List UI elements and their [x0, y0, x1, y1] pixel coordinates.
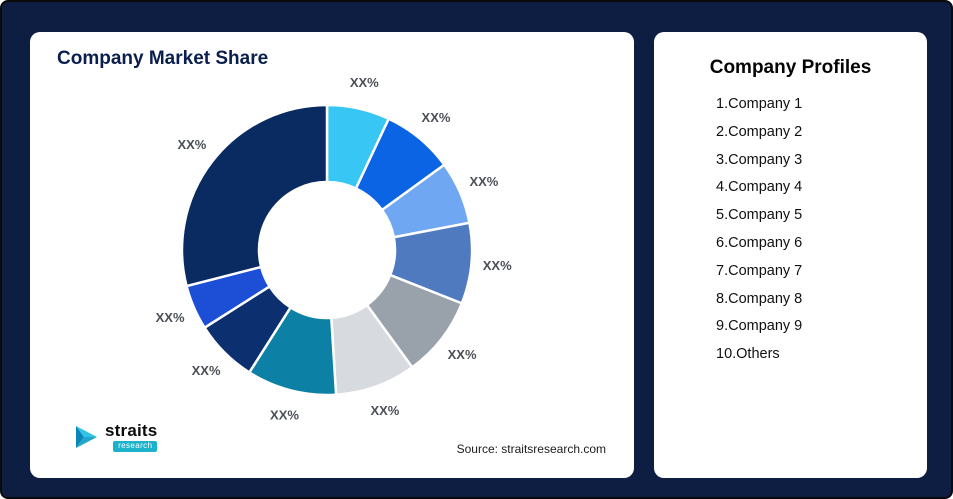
company-profile-item: 2.Company 2 [716, 123, 803, 140]
logo-sub-text: research [113, 441, 158, 452]
company-profile-item: 6.Company 6 [716, 234, 803, 251]
segment-value-label: XX% [483, 258, 512, 273]
straits-research-logo: straits research [74, 421, 158, 452]
company-profile-item: 4.Company 4 [716, 179, 803, 196]
logo-brand-text: straits [105, 421, 158, 440]
company-profile-item: 5.Company 5 [716, 207, 803, 224]
company-profile-item: 7.Company 7 [716, 262, 803, 279]
company-profiles-list: 1.Company 1 2.Company 2 3.Company 3 4.Co… [654, 91, 927, 369]
market-share-card: Company Market Share XX% XX% XX% XX% XX% XX% X… [30, 32, 634, 478]
company-profile-item: 3.Company 3 [716, 151, 803, 168]
company-profiles-card: Company Profiles 1.Company 1 2.Company 2… [654, 32, 927, 478]
source-attribution: Source: straitsresearch.com [456, 442, 606, 456]
company-profile-item: 9.Company 9 [716, 318, 803, 335]
company-profile-item: 1.Company 1 [716, 96, 803, 112]
segment-value-label: XX% [469, 174, 498, 189]
segment-value-label: XX% [177, 137, 206, 152]
segment-value-label: XX% [370, 403, 399, 418]
donut-chart: XX% XX% XX% XX% XX% XX% XX% XX% XX% XX% [156, 75, 512, 423]
donut-segment-10 [180, 103, 329, 288]
logo-arrow-icon [76, 426, 97, 448]
segment-value-label: XX% [270, 408, 299, 423]
segment-value-label: XX% [156, 310, 185, 325]
segment-value-label: XX% [422, 110, 451, 125]
profiles-title: Company Profiles [709, 57, 872, 78]
segment-value-label: XX% [192, 363, 221, 378]
logo-text: straits research [105, 421, 158, 452]
company-profile-item: 8.Company 8 [716, 290, 803, 307]
segment-value-label: XX% [448, 347, 477, 362]
chart-title: Company Market Share [57, 48, 269, 69]
segment-value-label: XX% [350, 75, 379, 90]
company-profile-item: 10.Others [716, 346, 780, 363]
